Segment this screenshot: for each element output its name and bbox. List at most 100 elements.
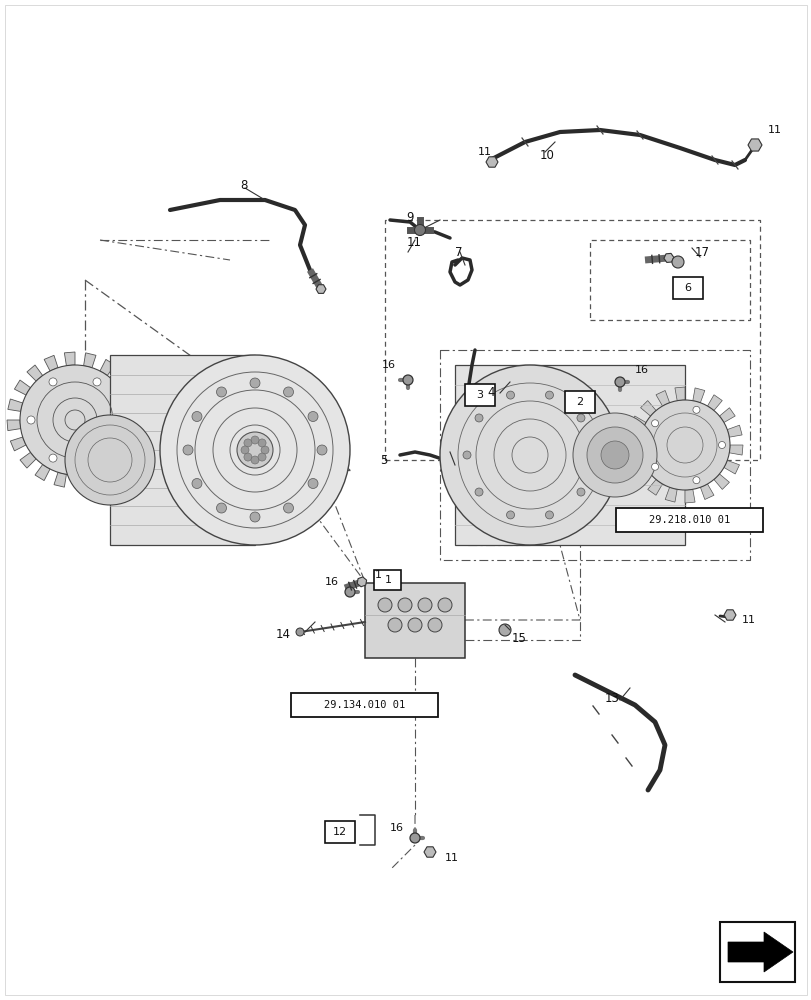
Circle shape xyxy=(545,391,553,399)
Circle shape xyxy=(414,225,425,236)
Circle shape xyxy=(20,365,130,475)
Circle shape xyxy=(402,375,413,385)
Text: 29.218.010 01: 29.218.010 01 xyxy=(649,515,730,525)
Circle shape xyxy=(217,503,226,513)
FancyBboxPatch shape xyxy=(454,365,684,545)
FancyBboxPatch shape xyxy=(5,5,806,995)
Polygon shape xyxy=(100,359,115,376)
Polygon shape xyxy=(629,416,646,430)
Circle shape xyxy=(397,598,411,612)
Text: 5: 5 xyxy=(380,454,387,466)
Circle shape xyxy=(243,439,251,447)
Circle shape xyxy=(191,412,202,422)
FancyBboxPatch shape xyxy=(719,922,794,982)
Text: 14: 14 xyxy=(276,628,290,642)
Text: 16: 16 xyxy=(634,365,648,375)
Circle shape xyxy=(650,463,658,470)
Polygon shape xyxy=(727,425,741,437)
Circle shape xyxy=(650,420,658,427)
Polygon shape xyxy=(723,460,739,474)
Polygon shape xyxy=(723,610,735,620)
Text: 8: 8 xyxy=(240,179,247,192)
Polygon shape xyxy=(423,847,436,857)
Circle shape xyxy=(160,355,350,545)
Polygon shape xyxy=(109,355,255,545)
Circle shape xyxy=(586,427,642,483)
Polygon shape xyxy=(713,474,728,489)
FancyBboxPatch shape xyxy=(291,693,438,717)
Circle shape xyxy=(241,446,249,454)
Text: 11: 11 xyxy=(478,147,491,157)
Polygon shape xyxy=(706,395,722,411)
Polygon shape xyxy=(124,389,139,403)
Circle shape xyxy=(283,503,293,513)
Circle shape xyxy=(258,453,266,461)
Polygon shape xyxy=(700,484,713,500)
Circle shape xyxy=(307,479,318,488)
Circle shape xyxy=(93,378,101,386)
Circle shape xyxy=(577,488,584,496)
Polygon shape xyxy=(7,420,20,431)
Text: 16: 16 xyxy=(324,577,338,587)
Text: 16: 16 xyxy=(381,360,396,370)
Circle shape xyxy=(718,442,724,448)
Circle shape xyxy=(250,378,260,388)
Polygon shape xyxy=(8,399,23,411)
Circle shape xyxy=(345,587,354,597)
Polygon shape xyxy=(92,469,105,485)
Polygon shape xyxy=(727,932,792,972)
FancyBboxPatch shape xyxy=(365,582,465,658)
Circle shape xyxy=(474,488,483,496)
Polygon shape xyxy=(15,380,31,395)
Text: 6: 6 xyxy=(684,283,691,293)
Text: 11: 11 xyxy=(741,615,755,625)
Polygon shape xyxy=(647,479,662,495)
Polygon shape xyxy=(626,435,640,445)
Circle shape xyxy=(243,453,251,461)
Text: 4: 4 xyxy=(487,385,494,398)
Polygon shape xyxy=(107,459,123,475)
Circle shape xyxy=(588,451,596,459)
Circle shape xyxy=(692,406,699,413)
Polygon shape xyxy=(44,355,58,371)
Circle shape xyxy=(614,377,624,387)
Circle shape xyxy=(115,416,122,424)
FancyBboxPatch shape xyxy=(616,508,762,532)
Circle shape xyxy=(407,618,422,632)
Circle shape xyxy=(217,387,226,397)
Polygon shape xyxy=(655,390,669,406)
Polygon shape xyxy=(684,489,694,503)
Circle shape xyxy=(296,628,303,636)
Circle shape xyxy=(600,441,629,469)
Circle shape xyxy=(283,387,293,397)
Circle shape xyxy=(65,415,155,505)
Text: 11: 11 xyxy=(444,853,458,863)
Polygon shape xyxy=(663,253,673,262)
Text: 12: 12 xyxy=(333,827,346,837)
Circle shape xyxy=(410,833,419,843)
Polygon shape xyxy=(486,157,497,167)
Polygon shape xyxy=(747,139,761,151)
Polygon shape xyxy=(11,437,26,451)
Circle shape xyxy=(573,413,656,497)
Circle shape xyxy=(260,446,268,454)
Circle shape xyxy=(499,624,510,636)
Circle shape xyxy=(418,598,431,612)
Text: 11: 11 xyxy=(767,125,781,135)
Circle shape xyxy=(378,598,392,612)
Text: 10: 10 xyxy=(539,149,554,162)
FancyBboxPatch shape xyxy=(564,391,594,413)
Polygon shape xyxy=(54,472,67,487)
Circle shape xyxy=(49,454,57,462)
Circle shape xyxy=(506,511,514,519)
Polygon shape xyxy=(640,401,655,416)
Circle shape xyxy=(437,598,452,612)
Polygon shape xyxy=(35,464,50,481)
FancyBboxPatch shape xyxy=(672,277,702,299)
Polygon shape xyxy=(20,452,36,468)
Circle shape xyxy=(672,256,683,268)
Circle shape xyxy=(462,451,470,459)
Text: 29.134.010 01: 29.134.010 01 xyxy=(324,700,406,710)
Circle shape xyxy=(182,445,193,455)
Polygon shape xyxy=(627,453,642,465)
